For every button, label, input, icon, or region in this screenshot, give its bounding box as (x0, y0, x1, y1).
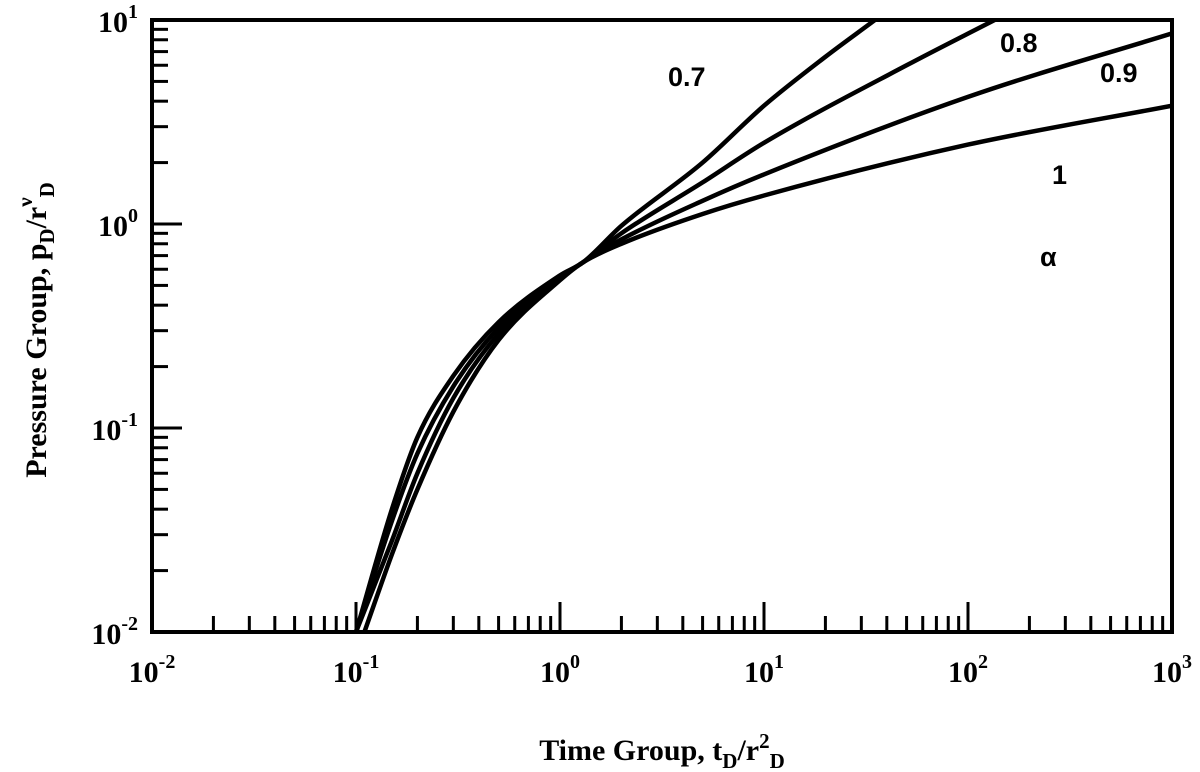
x-tick-label: 103 (1152, 651, 1192, 689)
axis-ticks (152, 27, 1165, 632)
y-tick-label: 101 (98, 1, 138, 39)
y-tick-label: 10-2 (91, 613, 138, 651)
series-curves (353, 20, 1172, 632)
curve-label-0-8: 0.8 (1000, 28, 1038, 58)
series-line-0-9 (353, 31, 1172, 632)
alpha-symbol: α (1040, 242, 1057, 272)
y-axis-title: Pressure Group, pD/rνD (13, 182, 59, 478)
x-axis-title: Time Group, tD/r2D (539, 729, 785, 772)
y-tick-label: 100 (98, 205, 138, 243)
series-line-0-7 (353, 20, 877, 632)
x-tick-labels: 10-2 10-1 100 101 102 103 (129, 651, 1192, 689)
series-line-0-8 (353, 20, 996, 632)
x-tick-label: 102 (948, 651, 988, 689)
series-line-1 (362, 103, 1172, 632)
curve-label-1: 1 (1052, 160, 1067, 190)
x-tick-label: 10-2 (129, 651, 176, 689)
x-tick-label: 101 (744, 651, 784, 689)
plot-frame (150, 18, 1174, 634)
curve-label-0-7: 0.7 (668, 62, 706, 92)
curve-labels: 0.7 0.8 0.9 1 (668, 28, 1138, 190)
curve-label-0-9: 0.9 (1100, 58, 1138, 88)
y-tick-labels: 10-2 10-1 100 101 (91, 1, 138, 651)
x-tick-label: 10-1 (333, 651, 380, 689)
x-tick-label: 100 (540, 651, 580, 689)
y-tick-label: 10-1 (91, 409, 138, 447)
